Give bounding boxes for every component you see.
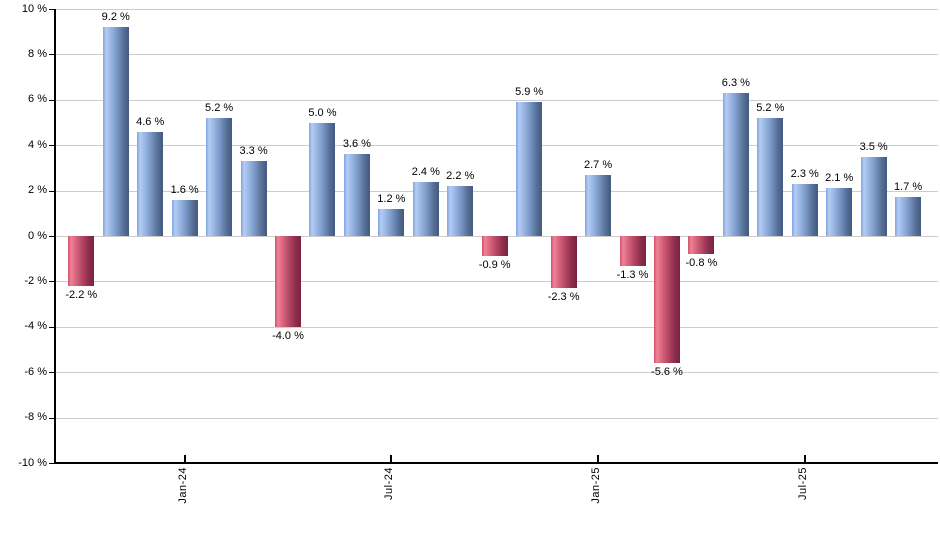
bar-Oct-24 [481, 236, 508, 257]
bar-Sep-24 [447, 186, 474, 236]
bar-value-label: 2.2 % [446, 170, 475, 183]
bar-value-label: -0.8 % [685, 257, 718, 270]
bar-value-label: -2.3 % [547, 291, 580, 304]
bar-value-label: 4.6 % [136, 115, 165, 128]
gridline [56, 417, 938, 419]
bar-Mar-24 [240, 161, 267, 236]
bar-value-label: -2.2 % [65, 288, 98, 301]
y-tick-label: 0 % [28, 229, 47, 242]
bar-Jul-24 [378, 208, 405, 236]
bar-Dec-23 [137, 131, 164, 236]
y-axis-tick [49, 9, 54, 10]
gridline [56, 326, 938, 328]
y-tick-label: -6 % [24, 365, 47, 378]
bar-value-label: 2.7 % [583, 158, 613, 171]
y-axis-tick [49, 190, 54, 192]
y-tick-label: -10 % [18, 456, 47, 469]
y-tick-label: -8 % [24, 411, 47, 424]
y-axis-tick [49, 463, 54, 464]
y-tick-label: -2 % [24, 274, 47, 287]
gridline [56, 372, 938, 374]
bar-value-label: 3.5 % [859, 140, 888, 153]
bar-value-label: 3.6 % [342, 138, 371, 151]
bar-value-label: -1.3 % [616, 268, 649, 281]
bar-value-label: 1.7 % [894, 181, 923, 194]
x-tick-label: Jan-25 [590, 467, 603, 504]
y-tick-label: 6 % [28, 93, 47, 106]
bar-Jun-24 [343, 154, 370, 236]
bar-Feb-25 [619, 236, 646, 266]
bar-Jan-25 [585, 174, 612, 236]
bar-Jul-25 [791, 183, 818, 236]
bar-value-label: 5.9 % [515, 86, 544, 99]
y-tick-label: 2 % [28, 184, 47, 197]
bar-Feb-24 [206, 117, 233, 236]
bar-May-24 [309, 122, 336, 236]
bar-Oct-25 [895, 197, 922, 236]
x-axis-tick [390, 455, 393, 462]
bar-value-label: 9.2 % [101, 11, 130, 24]
gridline [56, 99, 938, 101]
x-axis-tick [803, 455, 806, 462]
bar-Dec-24 [550, 236, 577, 289]
y-axis-tick [49, 417, 54, 419]
x-tick-label: Jan-24 [176, 467, 189, 504]
bar-Mar-25 [653, 236, 680, 364]
bar-value-label: 3.3 % [239, 145, 268, 158]
y-tick-label: 8 % [28, 47, 47, 60]
bar-value-label: 5.2 % [756, 101, 785, 114]
bar-value-label: 5.0 % [308, 106, 337, 119]
gridline [56, 54, 938, 56]
bar-value-label: -5.6 % [651, 366, 683, 379]
y-axis-tick [49, 236, 54, 237]
bar-value-label: 6.3 % [721, 76, 750, 89]
bar-Jun-25 [757, 117, 784, 236]
bar-Apr-25 [688, 236, 715, 255]
bar-value-label: -4.0 % [272, 329, 304, 342]
y-tick-label: -4 % [24, 320, 47, 333]
y-axis-tick [49, 281, 54, 283]
gridline [56, 281, 938, 283]
bar-value-label: 1.2 % [377, 192, 406, 205]
gridline [56, 9, 938, 10]
x-axis-line [54, 462, 938, 464]
bar-value-label: 2.4 % [411, 165, 440, 178]
bar-Jan-24 [171, 199, 198, 236]
bar-May-25 [722, 92, 749, 236]
bar-Aug-24 [412, 181, 439, 236]
y-axis-tick [49, 372, 54, 374]
y-axis-line [54, 9, 56, 464]
y-axis-tick [49, 54, 54, 56]
bar-value-label: 1.6 % [170, 183, 199, 196]
x-tick-label: Jul-25 [796, 467, 809, 500]
x-tick-label: Jul-24 [383, 467, 396, 500]
bar-Oct-23 [68, 236, 95, 286]
bar-value-label: 2.1 % [825, 172, 854, 185]
y-tick-label: 4 % [28, 138, 47, 151]
bar-Nov-23 [102, 27, 129, 236]
bar-Nov-24 [516, 102, 543, 236]
bar-value-label: -0.9 % [478, 259, 511, 272]
bar-Aug-25 [826, 188, 853, 236]
bar-Sep-25 [860, 156, 887, 236]
bar-value-label: 5.2 % [205, 101, 234, 114]
x-axis-tick [183, 455, 186, 462]
bar-value-label: 2.3 % [790, 167, 819, 180]
y-axis-tick [49, 145, 54, 147]
gridline [56, 145, 938, 147]
x-axis-tick [597, 455, 600, 462]
y-axis-tick [49, 99, 54, 101]
gridline [56, 190, 938, 192]
bar-Apr-24 [275, 236, 301, 327]
y-axis-tick [49, 326, 54, 328]
y-tick-label: 10 % [21, 2, 47, 15]
